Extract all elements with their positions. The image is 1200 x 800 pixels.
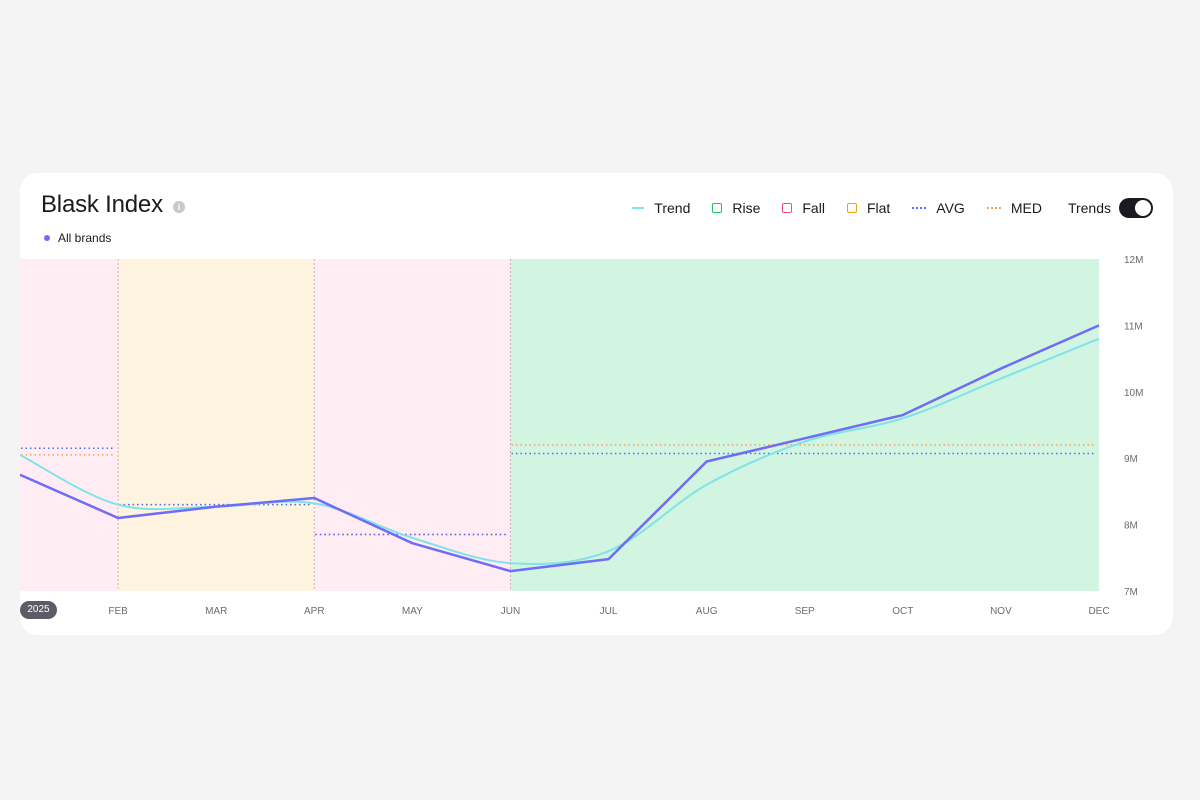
x-tick-label: NOV (990, 606, 1012, 617)
y-tick-label: 7M (1124, 587, 1138, 598)
y-tick-label: 12M (1124, 255, 1143, 266)
x-tick-label: DEC (1088, 606, 1109, 617)
x-tick-label: MAR (205, 606, 227, 617)
y-tick-label: 9M (1124, 454, 1138, 465)
y-tick-label: 11M (1124, 321, 1143, 332)
x-tick-label: FEB (108, 606, 128, 617)
blask-index-chart: 12M 11M 10M 9M 8M 7M FEB MAR APR MAY JUN JUL AUG SEP O… (20, 173, 1173, 635)
y-tick-label: 10M (1124, 388, 1143, 399)
x-tick-label: MAY (402, 606, 423, 617)
x-tick-label: SEP (795, 606, 815, 617)
segment-bg-rise-3 (510, 259, 1099, 591)
x-tick-label: JUN (501, 606, 520, 617)
y-tick-label: 8M (1124, 521, 1138, 532)
year-badge[interactable]: 2025 (20, 601, 57, 619)
x-tick-label: AUG (696, 606, 718, 617)
segment-bg-flat-1 (118, 259, 314, 591)
segment-bg-fall-2 (314, 259, 510, 591)
segment-bg-fall-0 (20, 259, 118, 591)
blask-index-card: Blask Index i All brands Trend Rise Fall… (20, 173, 1173, 635)
x-tick-label: JUL (600, 606, 618, 617)
x-tick-label: APR (304, 606, 325, 617)
x-tick-label: OCT (892, 606, 913, 617)
